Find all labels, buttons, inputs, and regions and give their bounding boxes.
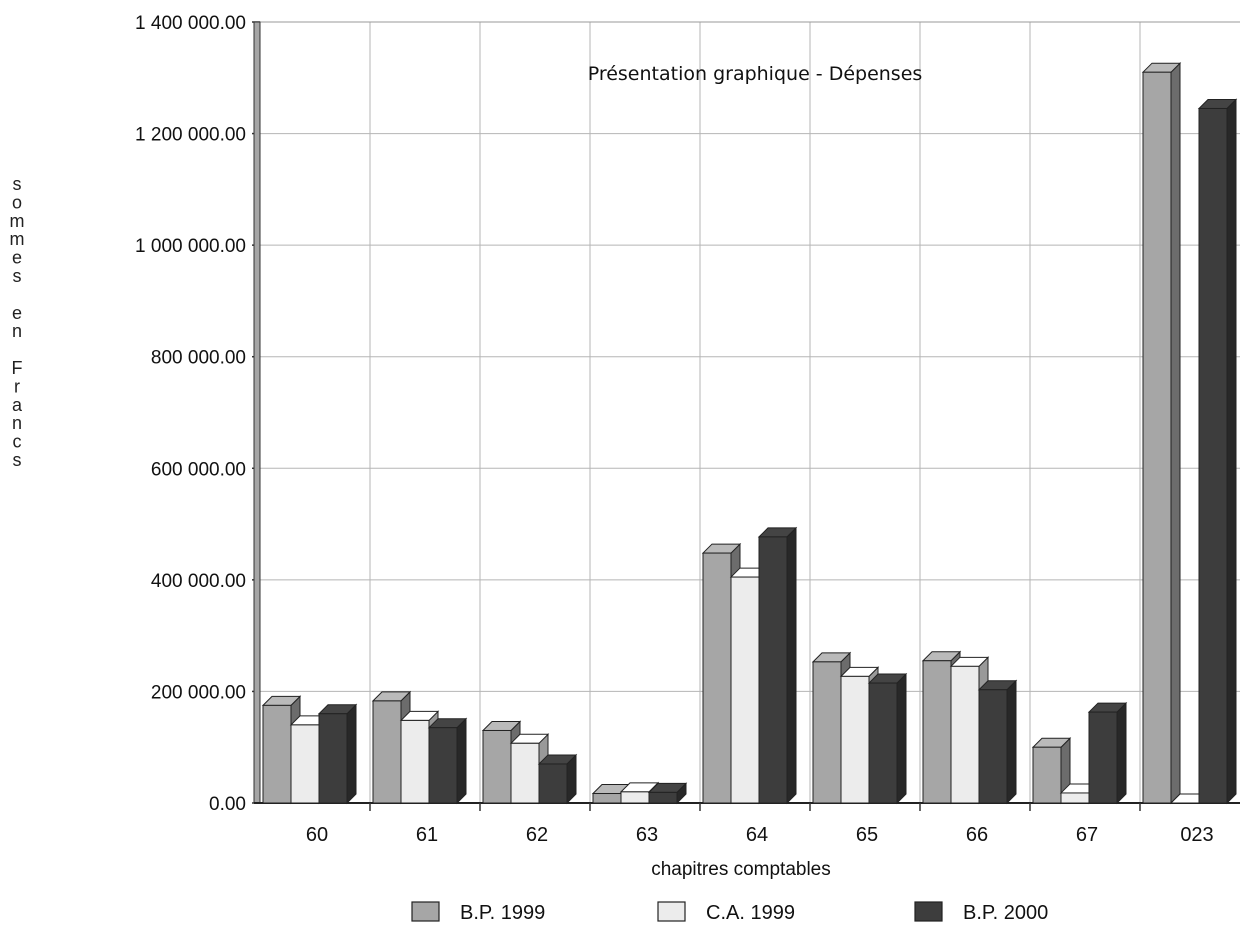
bar <box>537 753 578 805</box>
x-tick-labels: 60 61 62 63 64 65 66 67 023 <box>306 824 1214 846</box>
x-tick-label: 65 <box>856 824 878 846</box>
y-tick-labels: 0.00 200 000.00 400 000.00 600 000.00 800 00… <box>135 13 246 815</box>
x-tick-label: 67 <box>1076 824 1098 846</box>
y-axis-wall <box>253 21 261 804</box>
y-axis-title-letter: a <box>12 395 23 415</box>
legend-label: B.P. 1999 <box>460 902 545 924</box>
legend-swatch <box>914 901 943 922</box>
y-axis-title-letter: o <box>12 192 22 212</box>
y-tick-label: 1 400 000.00 <box>135 13 246 34</box>
x-tick-label: 61 <box>416 824 438 846</box>
y-axis-title-letter: s <box>13 450 22 470</box>
y-tick-label: 800 000.00 <box>151 348 246 369</box>
y-axis-title-letter: s <box>13 174 22 194</box>
bar <box>1087 701 1128 805</box>
y-tick-label: 400 000.00 <box>151 571 246 592</box>
y-axis-title-letter: m <box>10 229 25 249</box>
x-axis-title: chapitres comptables <box>651 859 831 880</box>
bar <box>427 717 468 805</box>
x-tick-label: 60 <box>306 824 328 846</box>
gridlines <box>260 21 1240 804</box>
y-axis-title-letter: c <box>13 432 22 452</box>
bar <box>647 782 688 805</box>
x-tick-label: 64 <box>746 824 768 846</box>
x-tick-label: 66 <box>966 824 988 846</box>
bar <box>977 679 1018 805</box>
bars <box>261 62 1238 805</box>
y-axis-title-letter: s <box>13 266 22 286</box>
bar <box>1197 98 1238 805</box>
legend-label: C.A. 1999 <box>706 902 795 924</box>
legend-entry: C.A. 1999 <box>657 901 795 924</box>
chart-title: Présentation graphique - Dépenses <box>588 63 923 85</box>
y-tick-label: 1 000 000.00 <box>135 236 246 257</box>
y-tick-label: 0.00 <box>209 794 246 815</box>
legend-entry: B.P. 2000 <box>914 901 1048 924</box>
x-tick-label: 023 <box>1180 824 1213 846</box>
y-axis-title-letter: m <box>10 211 25 231</box>
y-axis-title-letter: e <box>12 248 22 268</box>
bar <box>317 703 358 805</box>
legend-label: B.P. 2000 <box>963 902 1048 924</box>
y-axis-title-letter: F <box>12 358 23 378</box>
y-axis-title-letter: e <box>12 303 22 323</box>
legend-swatch <box>657 901 686 922</box>
y-tick-label: 1 200 000.00 <box>135 125 246 146</box>
y-axis-title-letter: n <box>12 413 22 433</box>
bar <box>867 672 908 805</box>
y-tick-label: 600 000.00 <box>151 459 246 480</box>
bar <box>757 526 798 805</box>
y-axis-title-letter: r <box>14 376 20 396</box>
legend: B.P. 1999 C.A. 1999 B.P. 2000 <box>411 901 1048 924</box>
y-axis-title-letter: n <box>12 321 22 341</box>
legend-swatch <box>411 901 440 922</box>
x-tick-label: 62 <box>526 824 548 846</box>
legend-entry: B.P. 1999 <box>411 901 545 924</box>
y-tick-label: 200 000.00 <box>151 682 246 703</box>
bar <box>1141 62 1182 805</box>
x-tick-label: 63 <box>636 824 658 846</box>
